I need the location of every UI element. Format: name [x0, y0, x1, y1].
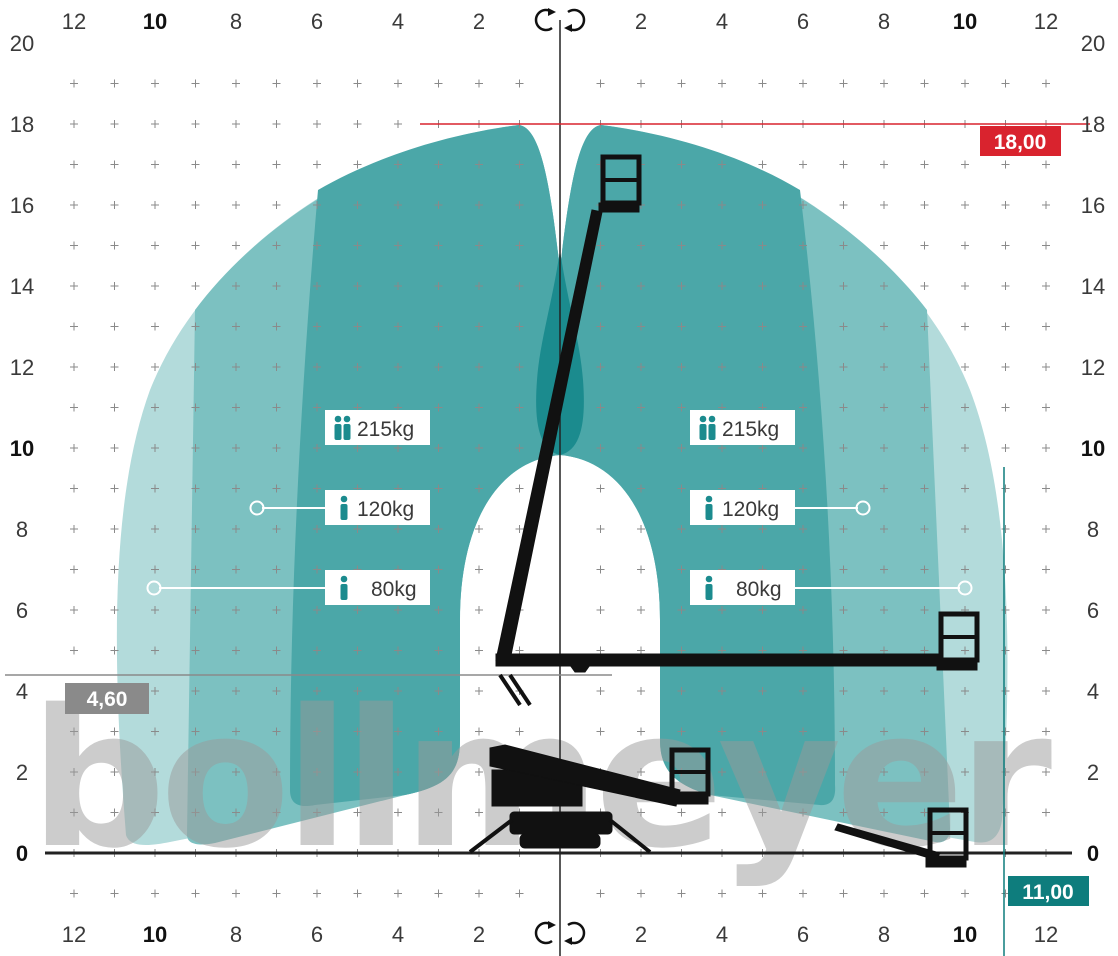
- x-tick-label: 4: [716, 9, 728, 34]
- x-tick-label: 8: [878, 922, 890, 947]
- low-boom: [834, 823, 941, 861]
- zone-215kg: [290, 125, 836, 807]
- x-tick-label: 8: [878, 9, 890, 34]
- machine-silhouette: [468, 154, 980, 868]
- load-label-215-left: 215kg: [325, 410, 430, 445]
- y-tick-label: 14: [1081, 274, 1105, 299]
- x-tick-label: 4: [716, 922, 728, 947]
- person-icon: [340, 495, 348, 520]
- max-height-value: 18,00: [994, 131, 1047, 154]
- x-axis-bottom-labels: 12 10 8 6 4 2 2 4 6 8 10 12: [62, 922, 1058, 947]
- load-text: 80kg: [736, 578, 782, 601]
- load-text: 215kg: [357, 418, 414, 441]
- y-tick-label: 16: [10, 193, 34, 218]
- y-tick-label: 0: [1087, 841, 1099, 866]
- load-text: 120kg: [357, 498, 414, 521]
- y-tick-label: 18: [10, 112, 34, 137]
- max-outreach-badge: 11,00: [1008, 876, 1089, 906]
- load-label-215-right: 215kg: [690, 410, 795, 445]
- x-tick-label: 12: [62, 922, 86, 947]
- x-tick-label: 12: [1034, 9, 1058, 34]
- y-tick-label: 6: [1087, 598, 1099, 623]
- outrigger: [608, 818, 652, 854]
- load-text: 120kg: [722, 498, 779, 521]
- y-tick-label: 12: [10, 355, 34, 380]
- max-height-badge: 18,00: [980, 126, 1061, 156]
- y-tick-label: 16: [1081, 193, 1105, 218]
- y-tick-label: 2: [16, 760, 28, 785]
- x-tick-label: 6: [797, 9, 809, 34]
- y-tick-label: 8: [16, 517, 28, 542]
- rotate-arrows-icon: [534, 921, 586, 945]
- x-tick-label: 10: [143, 922, 167, 947]
- x-tick-label: 4: [392, 9, 404, 34]
- range-marker: [855, 500, 871, 516]
- two-persons-icon: [334, 415, 351, 440]
- y-tick-label: 6: [16, 598, 28, 623]
- y-tick-label: 2: [1087, 760, 1099, 785]
- person-icon: [340, 575, 348, 600]
- x-tick-label: 2: [473, 922, 485, 947]
- load-labels: 215kg 120kg 80kg 215: [146, 410, 973, 605]
- x-tick-label: 8: [230, 922, 242, 947]
- y-tick-label: 4: [16, 679, 28, 704]
- load-label-80-left: 80kg: [146, 570, 430, 605]
- x-tick-label: 12: [1034, 922, 1058, 947]
- y-tick-label: 20: [10, 31, 34, 56]
- x-tick-label: 6: [311, 9, 323, 34]
- load-text: 215kg: [722, 418, 779, 441]
- range-marker: [249, 500, 265, 516]
- person-icon: [705, 495, 713, 520]
- x-tick-label: 10: [953, 922, 977, 947]
- y-tick-label: 8: [1087, 517, 1099, 542]
- y-tick-label: 10: [10, 436, 34, 461]
- x-tick-label: 8: [230, 9, 242, 34]
- x-tick-label: 6: [311, 922, 323, 947]
- y-tick-label: 10: [1081, 436, 1105, 461]
- horizontal-boom: [495, 653, 942, 667]
- x-axis-top-labels: 12 10 8 6 4 2 2 4 6 8 10 12: [62, 9, 1058, 34]
- person-icon: [705, 575, 713, 600]
- undercarriage: [509, 811, 613, 835]
- x-tick-label: 2: [635, 9, 647, 34]
- range-marker: [957, 580, 973, 596]
- track: [519, 833, 601, 849]
- x-tick-label: 12: [62, 9, 86, 34]
- y-tick-label: 4: [1087, 679, 1099, 704]
- y-tick-label: 14: [10, 274, 34, 299]
- y-tick-label: 12: [1081, 355, 1105, 380]
- x-tick-label: 2: [635, 922, 647, 947]
- x-tick-label: 6: [797, 922, 809, 947]
- max-outreach-value: 11,00: [1022, 881, 1073, 904]
- load-label-80-right: 80kg: [690, 570, 973, 605]
- up-and-over-badge: 4,60: [65, 683, 149, 714]
- rotate-arrows-icon: [534, 8, 586, 32]
- x-tick-label: 10: [143, 9, 167, 34]
- y-tick-label: 20: [1081, 31, 1105, 56]
- load-label-120-right: 120kg: [690, 490, 871, 525]
- two-persons-icon: [699, 415, 716, 440]
- outrigger: [468, 818, 514, 854]
- range-marker: [146, 580, 162, 596]
- load-text: 80kg: [371, 578, 417, 601]
- up-and-over-value: 4,60: [87, 688, 128, 711]
- x-tick-label: 2: [473, 9, 485, 34]
- load-label-120-left: 120kg: [249, 490, 430, 525]
- x-tick-label: 10: [953, 9, 977, 34]
- y-tick-label: 0: [16, 841, 28, 866]
- y-tick-label: 18: [1081, 112, 1105, 137]
- grid-marks: [70, 79, 1050, 898]
- x-tick-label: 4: [392, 922, 404, 947]
